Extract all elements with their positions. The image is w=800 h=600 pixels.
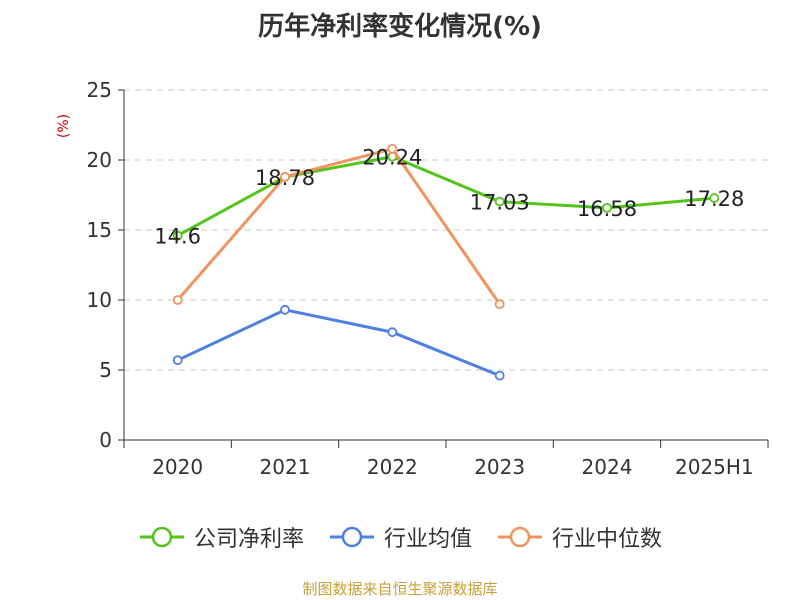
- legend-item[interactable]: 行业均值: [328, 521, 472, 553]
- legend-label: 行业中位数: [552, 527, 663, 552]
- y-tick-label: 20: [87, 148, 112, 172]
- data-point: [280, 171, 290, 182]
- y-tick-label: 5: [99, 358, 112, 382]
- data-point: [494, 299, 505, 310]
- legend-swatch-icon: [498, 526, 542, 548]
- data-point: [602, 202, 612, 213]
- data-point: [172, 295, 183, 305]
- legend-swatch-icon: [139, 526, 184, 548]
- chart-title: 历年净利率变化情况(%): [258, 12, 542, 42]
- axes: 0 5 10 15 20 25 2020 2021 2022 2023 2024 2025H1: [87, 78, 769, 479]
- data-point: [172, 230, 183, 241]
- data-point: [172, 355, 183, 366]
- source-footer: 制图数据来自恒生聚源数据库: [302, 580, 498, 598]
- data-label: 18.78: [255, 166, 315, 190]
- x-tick-label: 2020: [152, 455, 203, 479]
- legend-item[interactable]: 行业中位数: [496, 521, 662, 553]
- y-tick-label: 15: [87, 218, 112, 242]
- grid-lines: [124, 89, 768, 371]
- legend-item[interactable]: 公司净利率: [138, 521, 304, 553]
- data-labels: 14.6 18.78 20.24 17.03 16.58 17.28: [154, 146, 744, 249]
- x-tick-label: 2021: [260, 455, 311, 479]
- y-tick-label: 0: [99, 428, 112, 452]
- data-point: [494, 370, 505, 381]
- series-line: [176, 147, 501, 306]
- y-tick-label: 10: [87, 288, 112, 312]
- x-tick-label: 2025H1: [675, 455, 754, 479]
- x-tick-label: 2023: [474, 455, 525, 479]
- y-axis-label: (%): [56, 114, 72, 138]
- legend-label: 公司净利率: [193, 527, 304, 552]
- series-line: [176, 155, 715, 237]
- data-point: [387, 143, 398, 154]
- data-point: [387, 327, 398, 338]
- x-tick-label: 2022: [367, 455, 418, 479]
- data-label: 17.03: [470, 191, 530, 215]
- data-point: [280, 304, 290, 315]
- series-group: [172, 143, 720, 381]
- data-label: 16.58: [577, 197, 637, 221]
- y-tick-label: 25: [87, 78, 112, 102]
- legend: 公司净利率 行业均值 行业中位数: [0, 520, 800, 554]
- data-label: 17.28: [684, 187, 744, 211]
- legend-label: 行业均值: [383, 527, 472, 552]
- data-point: [709, 193, 720, 203]
- data-label: 14.6: [154, 225, 201, 249]
- data-point: [494, 196, 505, 207]
- series-line: [177, 308, 501, 377]
- legend-swatch-icon: [329, 526, 374, 548]
- x-tick-label: 2024: [582, 455, 633, 479]
- data-label: 20.24: [362, 146, 422, 170]
